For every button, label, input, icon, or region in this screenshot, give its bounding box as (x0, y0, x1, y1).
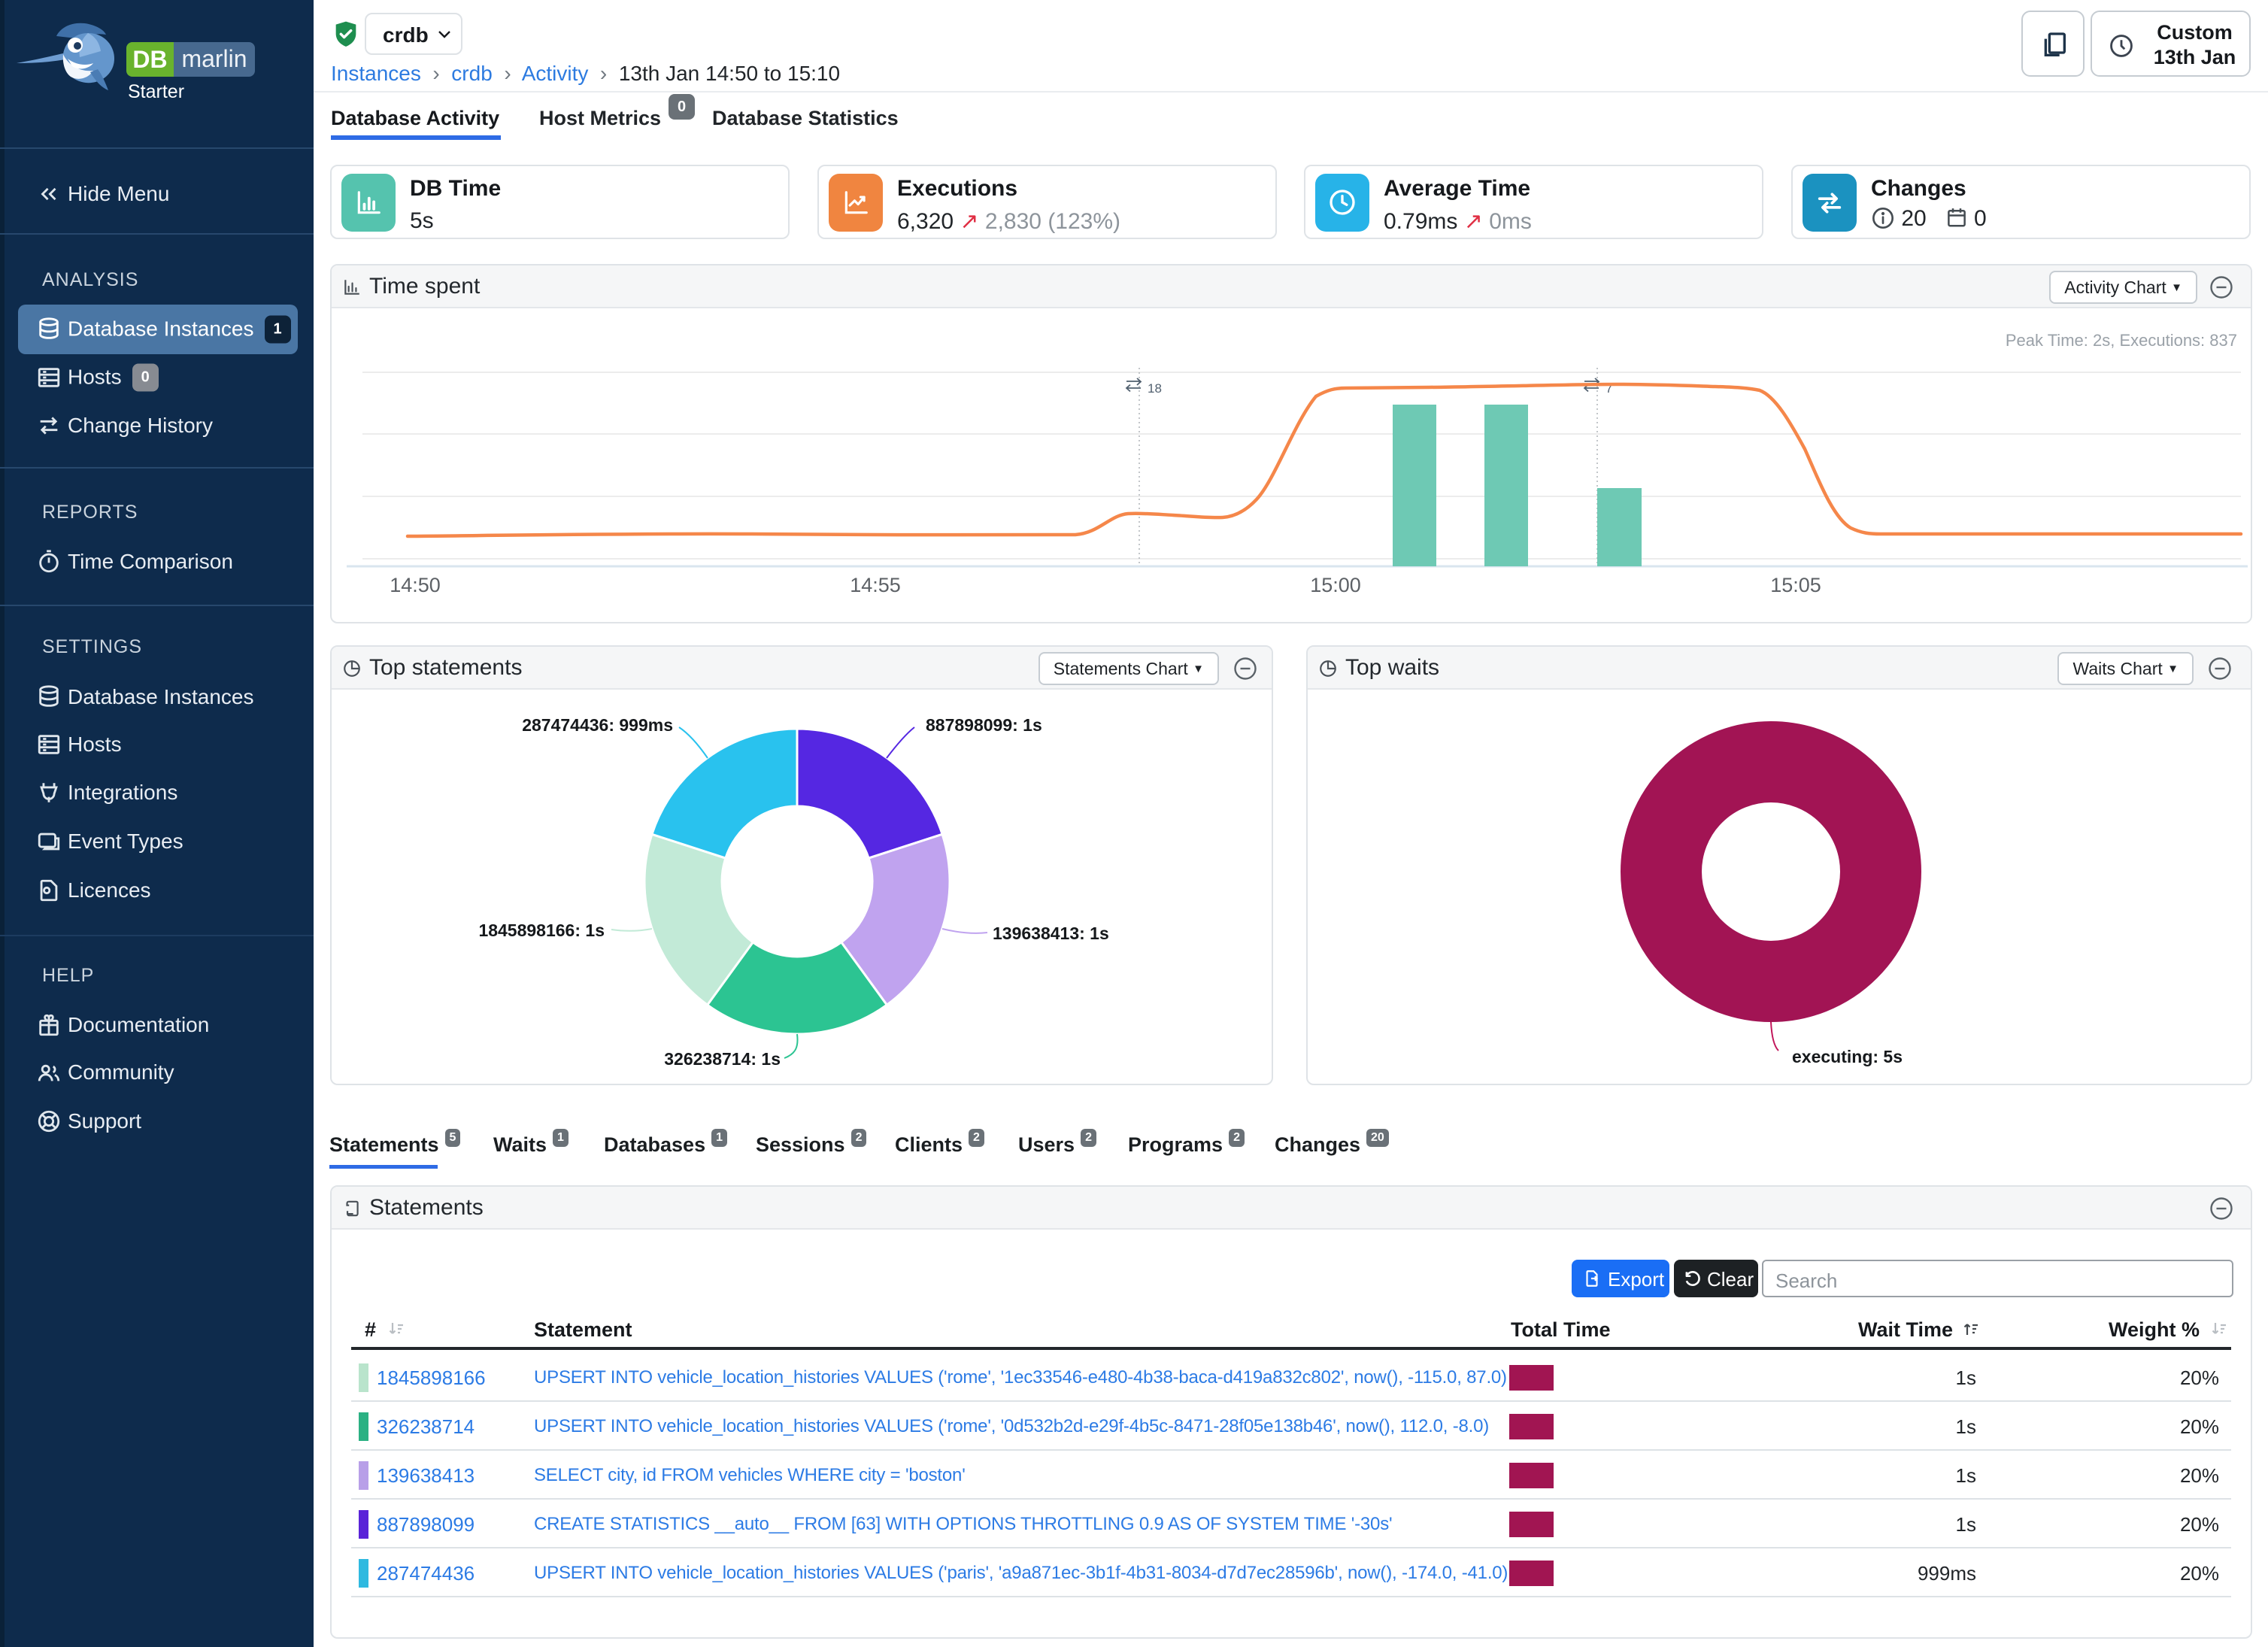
svg-text:1845898166: 1s: 1845898166: 1s (478, 921, 605, 940)
svg-text:executing: 5s: executing: 5s (1792, 1047, 1903, 1066)
svg-text:15:05: 15:05 (1770, 574, 1821, 596)
svg-text:14:55: 14:55 (850, 574, 901, 596)
svg-text:887898099: 1s: 887898099: 1s (926, 715, 1042, 735)
svg-text:18: 18 (1148, 381, 1162, 396)
svg-text:7: 7 (1605, 381, 1612, 396)
svg-text:14:50: 14:50 (390, 574, 441, 596)
svg-text:287474436: 999ms: 287474436: 999ms (522, 715, 673, 735)
svg-text:Peak Time: 2s, Executions: 837: Peak Time: 2s, Executions: 837 (2006, 331, 2237, 350)
svg-text:326238714: 1s: 326238714: 1s (664, 1049, 781, 1069)
svg-text:15:00: 15:00 (1310, 574, 1361, 596)
svg-text:139638413: 1s: 139638413: 1s (993, 924, 1109, 943)
